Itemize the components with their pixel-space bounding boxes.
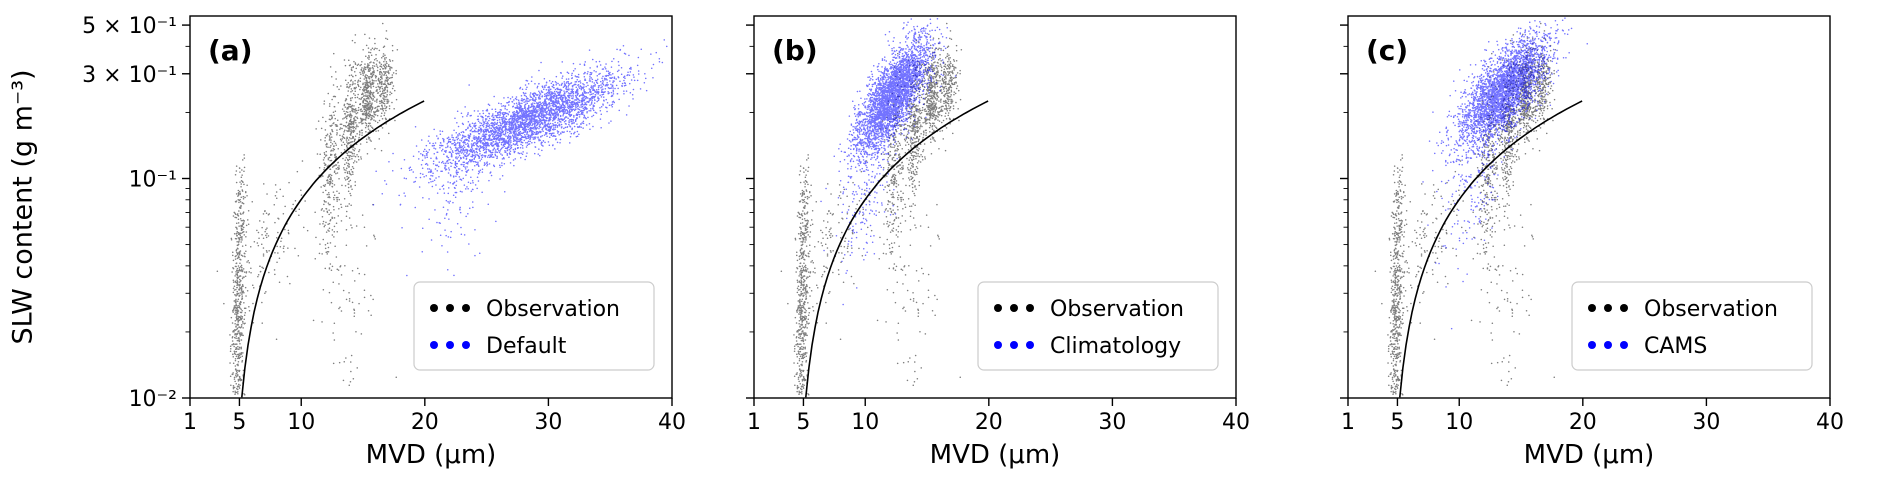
model-points xyxy=(372,39,668,277)
panel-label: (a) xyxy=(208,34,253,67)
legend-marker-dot xyxy=(446,304,454,312)
legend-entry-observation: Observation xyxy=(486,297,620,322)
x-axis-tick-label: 10 xyxy=(1445,410,1473,435)
axes-box xyxy=(1347,15,1831,399)
fit-curve xyxy=(1399,100,1583,398)
x-axis-tick-label: 30 xyxy=(1692,410,1720,435)
x-axis-tick-label: 30 xyxy=(1098,410,1126,435)
legend-marker-dot xyxy=(1620,304,1628,312)
legend-marker-dot xyxy=(1620,341,1628,349)
panel-a-chart: 1 5 10 20 30 40 10⁻² 10⁻¹ 3 × 10⁻¹ 5 × 10⁻¹ (a) MVD… xyxy=(82,14,686,470)
legend-marker-dot xyxy=(1588,341,1596,349)
y-axis-title-text: SLW content (g m⁻³) xyxy=(7,69,39,345)
x-axis-tick-label: 5 xyxy=(232,410,246,435)
x-axis-tick-label: 5 xyxy=(796,410,810,435)
legend-marker-dot xyxy=(1010,341,1018,349)
y-axis-tick-label: 10⁻² xyxy=(129,387,177,412)
x-axis-tick-label: 40 xyxy=(658,410,686,435)
legend-box xyxy=(1571,281,1813,371)
legend: Observation Climatology xyxy=(977,281,1219,371)
x-axis-title: MVD (μm) xyxy=(930,440,1061,470)
x-axis-title: MVD (μm) xyxy=(366,440,497,470)
legend-marker-dot xyxy=(1604,304,1612,312)
x-axis-tick-label: 1 xyxy=(1341,410,1355,435)
x-axis-tick-label: 5 xyxy=(1390,410,1404,435)
legend-box xyxy=(977,281,1219,371)
panel-c: 1 5 10 20 30 40 (c) MVD (μm) Observation CAMS xyxy=(1308,0,1888,481)
y-axis-tick-label: 5 × 10⁻¹ xyxy=(82,14,177,39)
x-axis-tick-label: 10 xyxy=(851,410,879,435)
x-axis-tick-label: 40 xyxy=(1222,410,1250,435)
legend-marker-dot xyxy=(446,341,454,349)
model-points xyxy=(1422,17,1589,330)
legend-marker-dot xyxy=(1026,304,1034,312)
y-axis-tick-label: 3 × 10⁻¹ xyxy=(82,63,177,88)
legend: Observation CAMS xyxy=(1571,281,1813,371)
observation-points xyxy=(780,22,963,396)
panel-c-chart: 1 5 10 20 30 40 (c) MVD (μm) Observation CAMS xyxy=(1340,15,1844,470)
x-axis-tick-label: 20 xyxy=(1569,410,1597,435)
legend-entry-observation: Observation xyxy=(1644,297,1778,322)
y-axis-title: SLW content (g m⁻³) xyxy=(0,0,46,481)
fit-curve xyxy=(805,100,989,398)
legend-marker-dot xyxy=(462,304,470,312)
panel-a: 1 5 10 20 30 40 10⁻² 10⁻¹ 3 × 10⁻¹ 5 × 10⁻¹ (a) MVD… xyxy=(60,0,700,481)
x-axis-tick-label: 20 xyxy=(411,410,439,435)
fit-curve xyxy=(241,100,425,398)
legend-marker-dot xyxy=(994,341,1002,349)
panel-label: (c) xyxy=(1366,34,1408,67)
x-axis-tick-label: 40 xyxy=(1816,410,1844,435)
x-axis-tick-label: 10 xyxy=(287,410,315,435)
legend-entry-model: Climatology xyxy=(1050,334,1181,359)
legend-marker-dot xyxy=(462,341,470,349)
y-axis-tick-label: 10⁻¹ xyxy=(129,168,177,193)
legend-box xyxy=(413,281,655,371)
x-axis-tick-label: 1 xyxy=(747,410,761,435)
panel-label: (b) xyxy=(772,34,818,67)
panel-b-chart: 1 5 10 20 30 40 (b) MVD (μm) Observation Climatol… xyxy=(746,15,1250,470)
legend-entry-model: CAMS xyxy=(1644,334,1707,359)
legend-marker-dot xyxy=(430,304,438,312)
legend-entry-model: Default xyxy=(486,334,567,359)
legend-marker-dot xyxy=(1588,304,1596,312)
legend-marker-dot xyxy=(1604,341,1612,349)
legend-marker-dot xyxy=(1010,304,1018,312)
legend-marker-dot xyxy=(1026,341,1034,349)
x-axis-title: MVD (μm) xyxy=(1524,440,1655,470)
panel-b: 1 5 10 20 30 40 (b) MVD (μm) Observation Climatol… xyxy=(714,0,1294,481)
x-axis-tick-label: 20 xyxy=(975,410,1003,435)
axes-box xyxy=(753,15,1237,399)
x-axis-tick-label: 30 xyxy=(534,410,562,435)
legend: Observation Default xyxy=(413,281,655,371)
model-points xyxy=(820,17,957,306)
legend-marker-dot xyxy=(430,341,438,349)
axes-box xyxy=(189,15,673,399)
x-axis-tick-label: 1 xyxy=(183,410,197,435)
legend-entry-observation: Observation xyxy=(1050,297,1184,322)
legend-marker-dot xyxy=(994,304,1002,312)
observation-points xyxy=(216,22,399,396)
